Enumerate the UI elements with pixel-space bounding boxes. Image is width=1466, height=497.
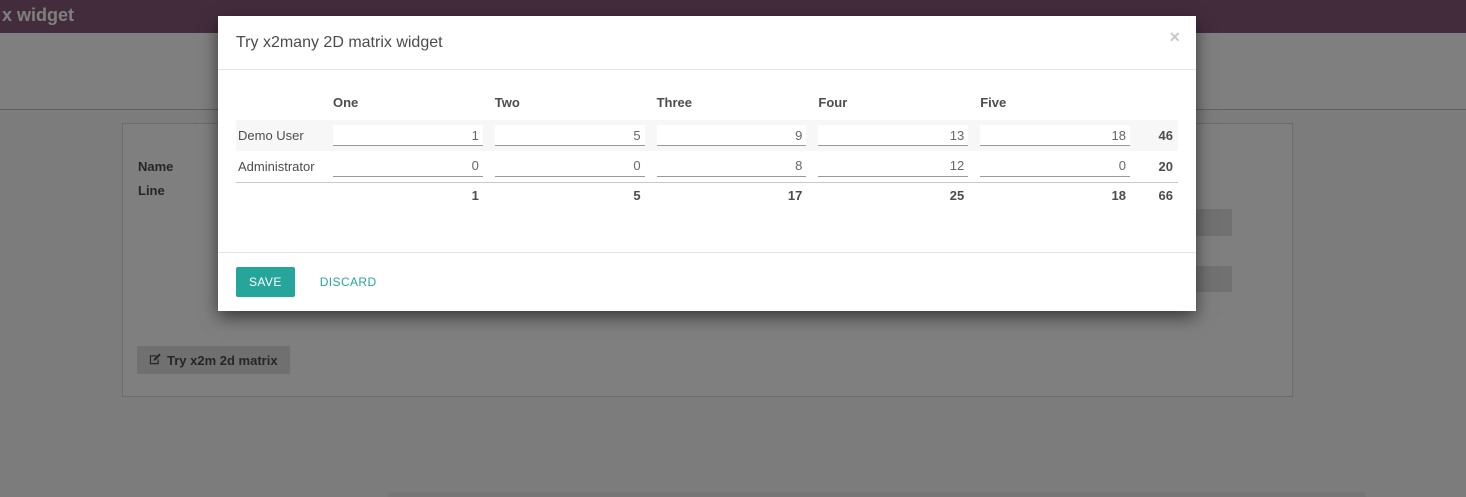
row-label: Demo User xyxy=(238,128,304,143)
matrix-cell-input[interactable] xyxy=(818,155,969,177)
matrix-cell-input[interactable] xyxy=(333,155,483,177)
column-header-three: Three xyxy=(656,95,692,110)
column-total: 18 xyxy=(978,181,1140,209)
close-icon[interactable]: × xyxy=(1169,27,1180,47)
matrix-cell-input[interactable] xyxy=(494,155,645,177)
column-total: 1 xyxy=(331,181,493,209)
grand-total: 66 xyxy=(1140,181,1178,209)
matrix-table: One Two Three Four Five Demo User xyxy=(236,95,1178,209)
column-header-four: Four xyxy=(818,95,848,110)
column-header-five: Five xyxy=(980,95,1007,110)
column-total: 5 xyxy=(492,181,655,209)
matrix-dialog: Try x2many 2D matrix widget × One Two Th… xyxy=(218,16,1196,311)
matrix-cell-input[interactable] xyxy=(656,155,807,177)
matrix-totals-row: 1 5 17 25 18 66 xyxy=(236,181,1178,209)
matrix-cell-input[interactable] xyxy=(818,125,969,146)
discard-button[interactable]: DISCARD xyxy=(315,267,382,297)
column-header-one: One xyxy=(333,95,359,110)
column-total: 17 xyxy=(654,181,817,209)
column-header-two: Two xyxy=(494,95,520,110)
matrix-header-row: One Two Three Four Five xyxy=(236,95,1178,120)
modal-body: One Two Three Four Five Demo User xyxy=(218,70,1196,209)
modal-header: Try x2many 2D matrix widget × xyxy=(218,16,1196,70)
matrix-cell-input[interactable] xyxy=(980,155,1130,177)
modal-footer: SAVE DISCARD xyxy=(218,252,1196,311)
matrix-cell-input[interactable] xyxy=(494,125,645,146)
modal-title: Try x2many 2D matrix widget xyxy=(236,33,443,51)
save-button[interactable]: SAVE xyxy=(236,267,295,297)
row-total: 20 xyxy=(1158,158,1173,174)
matrix-row-administrator: Administrator 20 xyxy=(236,151,1178,182)
matrix-cell-input[interactable] xyxy=(656,125,807,146)
row-total: 46 xyxy=(1158,128,1173,143)
matrix-row-demo-user: Demo User 46 xyxy=(236,120,1178,151)
column-total: 25 xyxy=(816,181,979,209)
row-total-header xyxy=(1140,95,1178,120)
row-label-header xyxy=(236,95,331,120)
matrix-cell-input[interactable] xyxy=(333,125,483,146)
matrix-cell-input[interactable] xyxy=(980,125,1130,146)
row-label: Administrator xyxy=(238,158,315,174)
